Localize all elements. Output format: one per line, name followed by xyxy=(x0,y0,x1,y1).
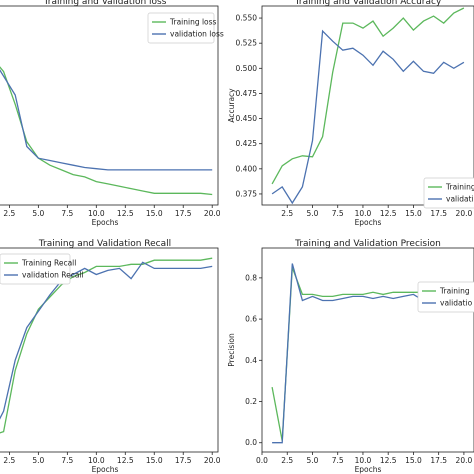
x-tick-label: 5.0 xyxy=(32,209,44,218)
y-axis-label: Precision xyxy=(227,333,236,367)
x-tick-label: 2.5 xyxy=(3,209,15,218)
x-tick-label: 5.0 xyxy=(307,456,319,465)
x-tick-label: 2.5 xyxy=(3,456,15,465)
y-axis-label: Accuracy xyxy=(227,88,236,123)
y-tick-label: 0.400 xyxy=(236,164,258,173)
x-tick-label: 2.5 xyxy=(281,456,293,465)
legend: Training validatio xyxy=(417,281,474,313)
chart-panel-2: Training and Validation Recall 2.5 5.0 7.5 1… xyxy=(0,239,221,474)
x-tick-label: 7.5 xyxy=(332,456,344,465)
series-line-training xyxy=(0,257,213,434)
plot-frame xyxy=(261,5,474,206)
y-tick-label: 0.8 xyxy=(245,273,257,282)
plot-frame xyxy=(0,5,219,206)
y-tick-label: 0.425 xyxy=(236,139,258,148)
y-tick-label: 0.475 xyxy=(236,89,258,98)
legend-box xyxy=(423,177,474,209)
x-tick-label: 2.5 xyxy=(281,209,293,218)
x-tick-label: 15.0 xyxy=(146,209,163,218)
x-tick-label: 20.0 xyxy=(456,456,473,465)
chart-title: Training and Validation loss xyxy=(43,0,167,7)
x-tick-label: 20.0 xyxy=(204,209,221,218)
x-tick-label: 0.0 xyxy=(256,456,268,465)
plot-frame xyxy=(261,247,474,453)
x-tick-label: 10.0 xyxy=(355,456,372,465)
legend-entry: Training xyxy=(445,183,474,192)
x-tick-label: 17.5 xyxy=(175,456,192,465)
x-tick-label: 17.5 xyxy=(430,209,447,218)
legend-entry: Training Recall xyxy=(21,259,76,268)
chart-title: Training and Validation Precision xyxy=(294,239,441,249)
y-tick-label: 0.6 xyxy=(245,315,257,324)
legend-entry: Training loss xyxy=(169,18,217,27)
y-tick-label: 0.450 xyxy=(236,114,258,123)
x-tick-label: 7.5 xyxy=(61,456,73,465)
x-axis-label: Epochs xyxy=(92,465,119,474)
legend-entry: validation loss xyxy=(170,30,224,39)
x-tick-label: 12.5 xyxy=(117,456,134,465)
y-tick-label: 0.525 xyxy=(236,39,258,48)
x-axis-label: Epochs xyxy=(355,218,382,227)
y-tick-label: 0.2 xyxy=(245,397,257,406)
plot-frame xyxy=(0,247,219,453)
legend-box xyxy=(417,281,474,313)
x-tick-label: 5.0 xyxy=(32,456,44,465)
y-tick-label: 0.500 xyxy=(236,64,258,73)
x-tick-label: 7.5 xyxy=(332,209,344,218)
x-tick-label: 12.5 xyxy=(117,209,134,218)
legend: Training validatio xyxy=(423,177,474,209)
x-tick-label: 20.0 xyxy=(456,209,473,218)
x-tick-label: 15.0 xyxy=(405,209,422,218)
chart-title: Training and Validation Recall xyxy=(38,239,171,249)
x-tick-label: 12.5 xyxy=(380,209,397,218)
x-tick-label: 20.0 xyxy=(204,456,221,465)
chart-panel-3: Training and Validation Precision 0.0 2.5 5… xyxy=(227,239,474,474)
legend: Training loss validation loss xyxy=(147,12,224,44)
legend-entry: validatio xyxy=(446,195,474,204)
x-tick-label: 5.0 xyxy=(307,209,319,218)
x-tick-label: 17.5 xyxy=(175,209,192,218)
y-tick-label: 0.550 xyxy=(236,14,258,23)
x-tick-label: 12.5 xyxy=(380,456,397,465)
x-tick-label: 10.0 xyxy=(88,209,105,218)
legend-box xyxy=(0,253,71,285)
series-line-training xyxy=(271,7,465,185)
y-tick-label: 0.375 xyxy=(236,189,258,198)
series-line-validation xyxy=(271,29,465,205)
legend-entry: validation Recall xyxy=(22,271,84,280)
y-tick-label: 0.0 xyxy=(245,438,257,447)
legend-entry: Training xyxy=(439,287,470,296)
chart-panel-1: Training and Validation Accuracy 2.5 5.0 7.… xyxy=(227,0,474,227)
legend-box xyxy=(147,12,215,44)
y-tick-label: 0.4 xyxy=(245,356,257,365)
chart-title: Training and Validation Accuracy xyxy=(294,0,442,7)
x-tick-label: 15.0 xyxy=(146,456,163,465)
x-axis-label: Epochs xyxy=(92,218,119,227)
x-tick-label: 15.0 xyxy=(405,456,422,465)
x-tick-label: 10.0 xyxy=(88,456,105,465)
chart-panel-0: Training and Validation loss 2.5 5.0 7.5 10.… xyxy=(0,0,224,227)
series-line-validation xyxy=(0,261,213,420)
x-tick-label: 17.5 xyxy=(430,456,447,465)
x-axis-label: Epochs xyxy=(355,465,382,474)
x-tick-label: 10.0 xyxy=(355,209,372,218)
legend: Training Recall validation Recall xyxy=(0,253,84,285)
legend-entry: validatio xyxy=(440,299,473,308)
series-line-validation xyxy=(0,69,213,171)
x-tick-label: 7.5 xyxy=(61,209,73,218)
series-line-training xyxy=(0,66,213,196)
